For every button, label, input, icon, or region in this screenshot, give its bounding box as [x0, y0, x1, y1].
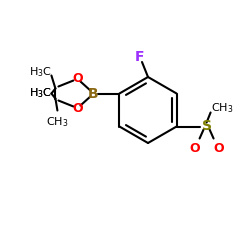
Text: CH$_3$: CH$_3$ [210, 102, 233, 116]
Text: H$_3$C: H$_3$C [28, 86, 52, 101]
Text: O: O [213, 142, 224, 155]
Text: CH$_3$: CH$_3$ [46, 116, 69, 129]
Text: B: B [88, 86, 99, 101]
Text: O: O [72, 72, 83, 85]
Text: F: F [135, 50, 145, 64]
Text: H$_3$C: H$_3$C [28, 66, 52, 80]
Text: O: O [72, 102, 83, 115]
Text: H$_3$C: H$_3$C [28, 86, 52, 101]
Text: S: S [202, 120, 211, 134]
Text: O: O [189, 142, 200, 155]
